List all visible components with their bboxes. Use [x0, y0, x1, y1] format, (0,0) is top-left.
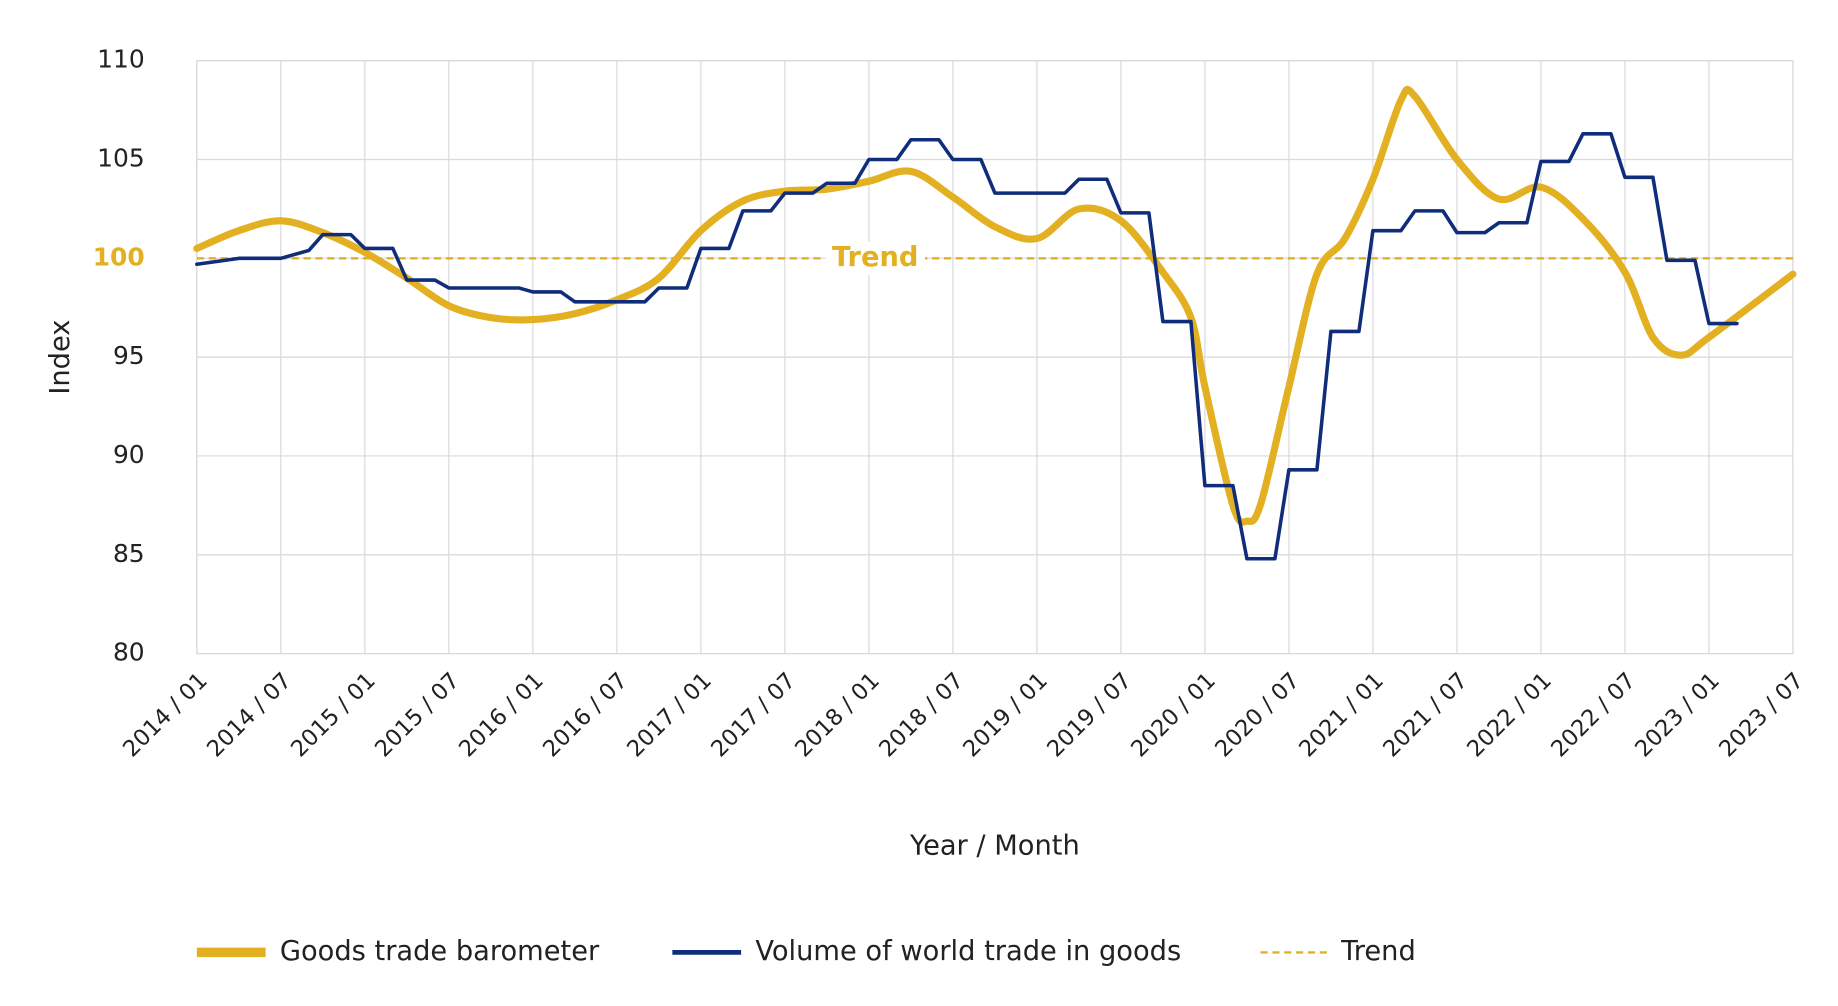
trend-label: Trend	[832, 242, 918, 273]
plot-border	[196, 60, 1794, 655]
y-tick-label: 85	[113, 539, 145, 568]
y-tick-label: 105	[97, 144, 145, 173]
y-tick-label: 90	[113, 440, 145, 469]
y-axis-title: Index	[45, 320, 76, 395]
y-tick-label: 80	[113, 638, 145, 667]
legend-label: Trend	[1340, 936, 1416, 967]
y-tick-label: 100	[93, 242, 145, 271]
y-tick-label: 110	[97, 45, 145, 74]
legend-label: Goods trade barometer	[280, 936, 600, 967]
legend-label: Volume of world trade in goods	[755, 936, 1181, 967]
trend-label-bg	[825, 241, 925, 275]
y-tick-label: 95	[113, 341, 145, 370]
series-line	[195, 132, 1739, 561]
x-axis-title: Year / Month	[909, 830, 1080, 861]
series-line	[193, 85, 1797, 526]
